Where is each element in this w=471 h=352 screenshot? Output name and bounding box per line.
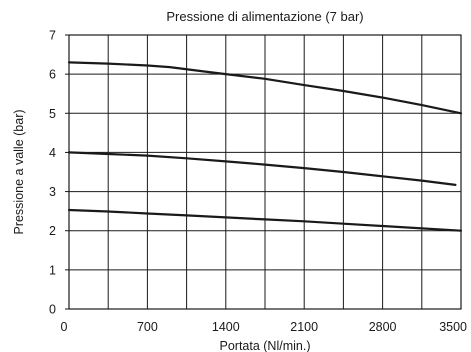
grid: [65, 34, 461, 310]
x-tick-label: 700: [137, 320, 158, 334]
y-tick-label: 4: [49, 146, 56, 160]
x-tick-label: 2100: [290, 320, 318, 334]
y-tick-label: 2: [49, 224, 56, 238]
x-axis-label: Portata (Nl/min.): [220, 339, 311, 352]
series-lines: [67, 61, 463, 232]
chart-title: Pressione di alimentazione (7 bar): [166, 9, 363, 24]
y-tick-label: 5: [49, 107, 56, 121]
y-tick-label: 0: [49, 303, 56, 317]
y-tick-label: 3: [49, 185, 56, 199]
y-tick-label: 1: [49, 263, 56, 277]
y-axis-label: Pressione a valle (bar): [12, 109, 26, 234]
y-tick-label: 6: [49, 68, 56, 82]
x-tick-label: 2800: [369, 320, 397, 334]
series-line-3: [67, 208, 463, 232]
plot-frame: [68, 34, 462, 310]
y-tick-label: 7: [49, 29, 56, 43]
x-tick-label: 1400: [212, 320, 240, 334]
x-tick-label: 3500: [439, 320, 467, 334]
series-line-1: [67, 61, 463, 115]
x-tick-label: 0: [61, 320, 68, 334]
tick-labels: 0 1 2 3 4 5 6 7 0 700 1400 2100 2800 3500: [49, 29, 467, 335]
series-line-2: [67, 151, 457, 186]
